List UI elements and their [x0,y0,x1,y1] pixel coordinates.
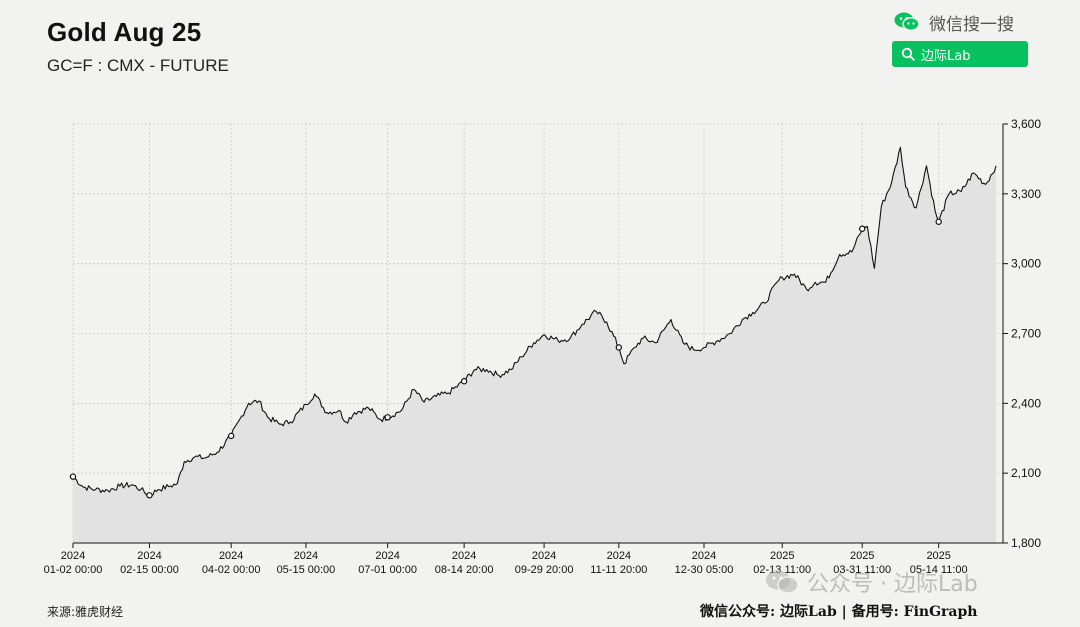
x-tick-year: 2024 [375,550,399,562]
x-tick-year: 2025 [770,550,794,562]
x-tick-year: 2024 [294,550,318,562]
x-tick-label: 05-15 00:00 [277,564,336,576]
watermark-text: 公众号 · 边际Lab [807,572,978,597]
price-marker [69,473,77,480]
wechat-search-label: 微信搜一搜 [929,14,1014,35]
y-tick-label: 2,100 [1011,466,1041,480]
x-tick-label: 12-30 05:00 [675,564,734,576]
price-marker [858,225,866,232]
wechat-icon [893,11,921,33]
price-marker [615,344,623,351]
price-area-fill [73,147,996,544]
watermark: 公众号 · 边际Lab [763,566,978,598]
x-tick-label: 05-14 11:00 [910,564,968,576]
y-tick-label: 3,300 [1011,187,1041,201]
wechat-watermark-icon [763,568,801,596]
chart-title: Gold Aug 25 [47,17,202,47]
x-tick-label: 03-31 11:00 [833,564,891,576]
price-line [72,146,997,496]
source-note: 来源:雅虎财经 [47,605,124,619]
y-tick-label: 2,400 [1011,396,1041,410]
x-tick-label: 02-13 11:00 [753,564,811,576]
x-tick-year: 2024 [452,550,476,562]
x-tick-label: 04-02 00:00 [202,564,261,576]
x-tick-label: 01-02 00:00 [44,564,103,576]
x-axis-ticks: 2024 01-02 00:00 2024 02-15 00:00 2024 04-02 … [44,543,968,576]
price-marker [146,492,153,499]
x-tick-year: 2025 [850,550,874,562]
search-icon [901,47,915,61]
wechat-search-link[interactable]: 微信搜一搜 [893,9,1014,35]
price-marker [935,218,942,225]
x-tick-label: 09-29 20:00 [515,564,574,576]
gold-price-chart: 3,600 3,300 3,000 2,700 2,400 2,100 1,800 2024… [44,117,1042,576]
price-marker [460,378,468,385]
x-tick-year: 2025 [926,550,950,562]
price-markers [69,218,942,499]
x-tick-label: 11-11 20:00 [590,564,647,576]
x-tick-year: 2024 [607,550,631,562]
x-tick-year: 2024 [532,550,556,562]
x-tick-label: 02-15 00:00 [120,564,179,576]
footer-credit: 微信公众号: 边际Lab | 备用号: FinGraph [700,604,978,620]
x-tick-label: 08-14 20:00 [435,564,494,576]
y-tick-label: 2,700 [1011,327,1041,341]
x-tick-year: 2024 [219,550,243,562]
x-tick-year: 2024 [137,550,161,562]
price-marker [227,432,235,440]
x-tick-year: 2024 [692,550,716,562]
x-tick-year: 2024 [61,550,85,562]
y-tick-label: 3,600 [1011,117,1041,131]
chart-subtitle: GC=F : CMX - FUTURE [47,56,229,75]
wechat-search-button-label: 边际Lab [921,48,971,64]
x-tick-label: 07-01 00:00 [358,564,417,576]
price-marker [384,414,391,421]
wechat-search-button[interactable]: 边际Lab [892,41,1028,67]
y-tick-label: 3,000 [1011,257,1041,271]
y-tick-label: 1,800 [1011,536,1041,550]
y-axis-ticks: 3,600 3,300 3,000 2,700 2,400 2,100 1,800 [1003,117,1041,550]
